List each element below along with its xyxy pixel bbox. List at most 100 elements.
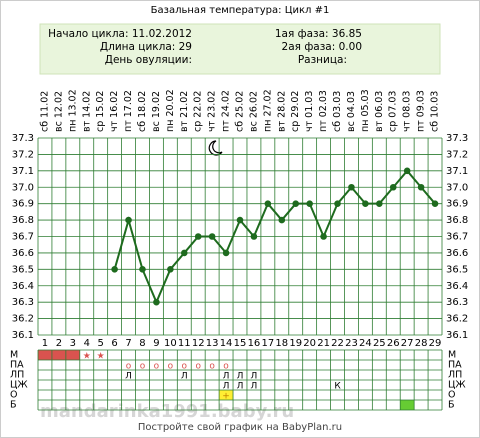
point	[348, 183, 355, 191]
date-label: вт 28.02	[276, 91, 287, 132]
date-label: пт 02.03	[318, 90, 329, 132]
x-tick-label: 23	[345, 338, 358, 349]
info-item: Длина цикла: 29	[100, 41, 192, 53]
y-tick-label: 36.8	[12, 215, 34, 226]
cell-symbol: ★	[97, 352, 105, 362]
cell-symbol: Л	[251, 372, 258, 382]
x-tick-label: 4	[84, 338, 90, 349]
point	[264, 200, 272, 207]
cell-fill	[51, 350, 66, 360]
info: Начало цикла: 11.02.2012 Длина цикла: 29…	[48, 28, 362, 66]
x-tick-label: 12	[192, 338, 205, 349]
y-tick-label: 36.1	[12, 330, 34, 341]
date-label: чт 01.03	[304, 91, 315, 132]
row-label: ЦЖ	[10, 380, 28, 391]
x-tick-label: 7	[125, 338, 131, 349]
x-tick-label: 27	[401, 338, 414, 349]
x-tick-label: 20	[303, 338, 316, 349]
row-label: М	[448, 350, 456, 361]
info-item: День овуляции:	[105, 54, 192, 66]
x-tick-label: 19	[289, 338, 302, 349]
footer: Постройте свой график на BabyPlan.ru	[138, 422, 342, 433]
y-tick-label: 36.3	[12, 297, 34, 308]
cell-symbol: Л	[223, 372, 230, 382]
y-tick-label: 36.7	[446, 232, 468, 243]
date-label: ср 07.03	[388, 91, 399, 132]
cell-symbol: Л	[251, 382, 258, 392]
row-label: ЛП	[448, 370, 462, 381]
y-tick-label: 36.6	[446, 248, 468, 259]
y-tick-label: 36.9	[12, 199, 34, 210]
date-label: чт 08.03	[402, 91, 413, 132]
y-tick-label: 37.0	[12, 182, 34, 193]
x-tick-label: 13	[206, 338, 219, 349]
y-tick-label: 36.1	[446, 330, 468, 341]
date-label: ср 29.02	[290, 91, 301, 132]
point	[292, 200, 300, 207]
x-tick-label: 21	[317, 338, 330, 349]
x-tick-label: 10	[164, 338, 177, 349]
x-tick-label: 16	[248, 338, 261, 349]
date-label: вт 14.02	[81, 91, 92, 132]
temperature-line	[113, 169, 436, 305]
y-tick-label: 37.1	[12, 166, 34, 177]
y-tick-label: 36.4	[12, 281, 34, 292]
info-box	[39, 23, 441, 75]
point	[431, 200, 439, 207]
cell-symbol: о	[195, 362, 201, 372]
point	[111, 266, 118, 273]
point	[236, 216, 244, 224]
y-tick-label: 37.3	[446, 133, 468, 144]
date-label: пт 24.02	[221, 90, 232, 132]
y-tick-label: 37.2	[12, 149, 34, 160]
y-tick-label: 36.2	[12, 314, 34, 325]
cell-symbol: ★	[83, 352, 91, 362]
y-tick-label: 37.0	[446, 182, 468, 193]
cell-symbol: о	[182, 362, 188, 372]
date-label: вс 12.02	[53, 91, 64, 132]
date-label: вт 06.03	[374, 91, 385, 132]
x-tick-label: 9	[153, 338, 159, 349]
y-tick-label: 36.4	[446, 281, 468, 292]
x-tick-label: 6	[111, 338, 117, 349]
row-label: Б	[10, 400, 17, 411]
point	[306, 200, 313, 207]
point	[180, 249, 188, 257]
watermark: mandarinka1991.baby.ru	[40, 401, 294, 422]
y-tick-label: 36.3	[446, 297, 468, 308]
chart-title: Базальная температура: Цикл #1	[151, 5, 330, 16]
y-tick-label: 36.2	[446, 314, 468, 325]
point	[125, 216, 132, 224]
cell-symbol: К	[334, 382, 341, 392]
point	[278, 216, 286, 224]
y-tick-label: 36.7	[12, 232, 34, 243]
date-label: сб 11.02	[39, 91, 50, 132]
date-label: чт 23.02	[207, 91, 218, 132]
y-tick-label: 36.5	[12, 264, 34, 275]
row-label: Б	[448, 400, 455, 411]
x-tick-label: 1	[42, 338, 48, 349]
x-tick-label: 8	[139, 338, 145, 349]
date-label: вс 19.02	[151, 91, 162, 132]
date-label: пн 05.03	[360, 89, 371, 132]
x-tick-label: 18	[275, 338, 288, 349]
point	[376, 200, 383, 207]
point	[334, 200, 341, 207]
x-tick-label: 3	[70, 338, 76, 349]
row-label: ПА	[448, 360, 462, 371]
x-tick-label: 29	[429, 338, 442, 349]
x-tick-label: 25	[373, 338, 386, 349]
point	[362, 200, 369, 207]
point	[153, 298, 160, 306]
date-label: пн 27.02	[262, 89, 273, 132]
cell-symbol: о	[209, 362, 215, 372]
y-tick-label: 37.2	[446, 149, 468, 160]
row-label: ПА	[10, 360, 24, 371]
x-tick-label: 22	[331, 338, 344, 349]
point	[194, 233, 202, 240]
cell-fill	[65, 350, 80, 360]
info-item: 1ая фаза: 36.85	[275, 28, 362, 40]
x-tick-label: 14	[220, 338, 233, 349]
point	[250, 233, 258, 240]
point	[208, 233, 216, 240]
